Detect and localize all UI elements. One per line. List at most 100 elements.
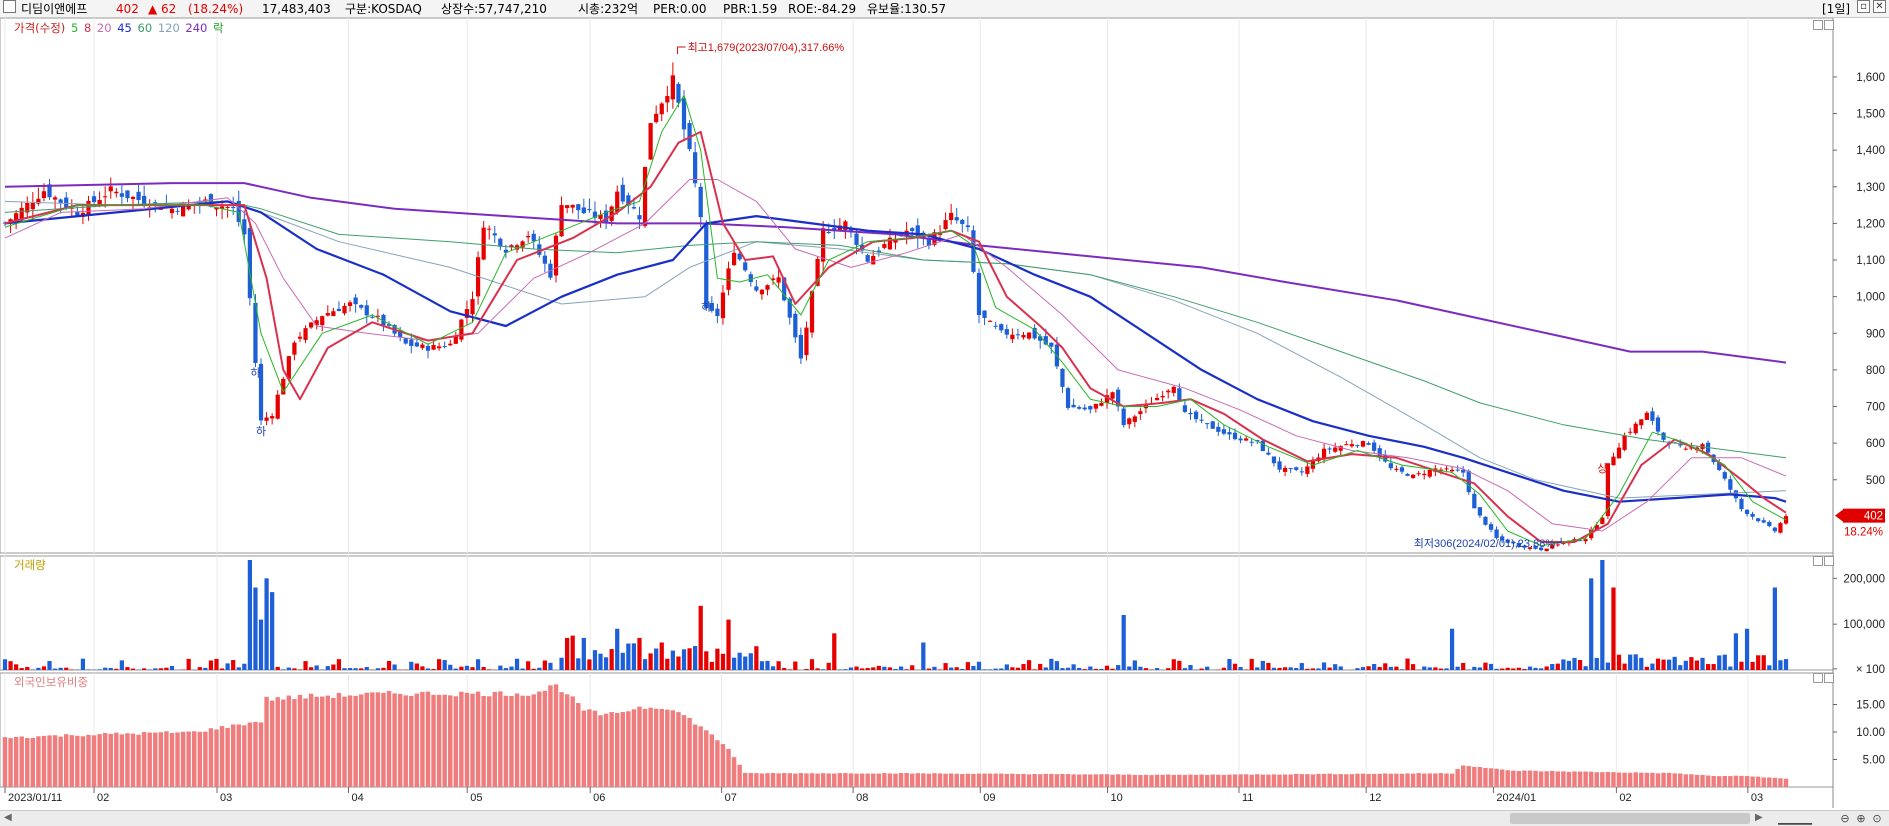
- candle-body: [631, 207, 637, 209]
- volume-bar: [498, 665, 503, 670]
- candle-body: [1633, 423, 1638, 434]
- candle-body: [637, 215, 642, 220]
- price-panel-maximize-button[interactable]: [1813, 20, 1823, 30]
- volume-bar: [854, 666, 859, 670]
- volume-bar: [1561, 659, 1566, 670]
- volume-bar: [459, 666, 464, 670]
- candle-body: [1182, 405, 1188, 412]
- foreign-ownership-bar: [414, 693, 420, 787]
- foreign-ownership-bar: [832, 773, 837, 787]
- scroll-right-icon[interactable]: ▶: [1755, 812, 1763, 823]
- volume-bar: [1054, 661, 1060, 670]
- candle-body: [331, 311, 336, 316]
- foreign-ownership-bar: [876, 773, 882, 787]
- volume-bar: [598, 653, 603, 670]
- candle-body: [1444, 468, 1449, 470]
- foreign-panel-maximize-button[interactable]: [1813, 673, 1823, 683]
- foreign-title: 외국인보유비중: [14, 675, 89, 689]
- candle-body: [414, 342, 419, 347]
- foreign-ownership-bar: [1661, 772, 1666, 787]
- legend-ma20: 20: [96, 21, 112, 35]
- volume-panel-close-button[interactable]: [1824, 556, 1834, 566]
- volume-bar: [1154, 668, 1160, 670]
- foreign-ownership-bar: [1744, 776, 1750, 787]
- candle-body: [1416, 473, 1421, 475]
- foreign-ownership-bar: [1138, 774, 1143, 787]
- foreign-ownership-bar: [1344, 774, 1349, 787]
- stock-name[interactable]: 디딤이앤에프: [21, 2, 88, 16]
- foreign-ownership-bar: [514, 693, 520, 787]
- volume-bar: [1700, 657, 1705, 670]
- candle-body: [743, 262, 748, 271]
- candle-body: [1043, 336, 1048, 345]
- volume-bar: [926, 668, 932, 670]
- foreign-ownership-bar: [214, 729, 219, 787]
- volume-bar: [1132, 660, 1137, 670]
- volume-bar: [208, 660, 214, 670]
- candle-body: [1689, 447, 1694, 449]
- foreign-ownership-bar: [770, 772, 776, 787]
- period-selector[interactable]: [1일]: [1822, 2, 1851, 16]
- foreign-panel-close-button[interactable]: [1824, 673, 1834, 683]
- candle-body: [1333, 447, 1338, 452]
- foreign-ownership-bar: [236, 724, 241, 787]
- foreign-ownership-bar: [8, 738, 13, 787]
- foreign-ownership-bar: [743, 772, 748, 787]
- foreign-ownership-bar: [1143, 774, 1149, 787]
- zoom-out-icon[interactable]: ⊖: [1840, 812, 1850, 825]
- candle-body: [531, 233, 536, 242]
- volume-bar: [715, 648, 720, 670]
- scroll-bar[interactable]: ◀ ▶ ▁▁▁▁ ⊖ ⊕ ⊙: [0, 810, 1889, 826]
- candle-body: [1728, 479, 1733, 490]
- candle-body: [509, 245, 514, 248]
- foreign-ownership-bar: [1616, 772, 1622, 787]
- volume-bar: [1683, 660, 1688, 670]
- candle-body: [893, 238, 898, 243]
- foreign-ownership-bar: [303, 698, 308, 787]
- scroll-thumb[interactable]: [1510, 813, 1750, 824]
- foreign-ownership-bar: [993, 773, 998, 787]
- volume-bar: [576, 658, 581, 670]
- candle-body: [242, 219, 247, 235]
- volume-bar: [693, 646, 698, 670]
- foreign-ownership-bar: [1627, 772, 1633, 787]
- foreign-ownership-bar: [436, 694, 442, 787]
- foreign-ownership-bar: [1416, 773, 1421, 787]
- candle-body: [336, 308, 342, 312]
- foreign-ownership-bar: [1088, 774, 1093, 787]
- volume-bar: [425, 668, 431, 670]
- volume-bar: [1405, 658, 1410, 670]
- foreign-ownership-bar: [653, 708, 659, 787]
- candle-body: [926, 239, 932, 246]
- zoom-in-icon[interactable]: ⊕: [1856, 812, 1866, 825]
- volume-bar: [1711, 664, 1716, 670]
- volume-bar: [509, 666, 514, 670]
- volume-bar: [1116, 665, 1121, 670]
- foreign-ownership-bar: [442, 694, 447, 787]
- candle-body: [1655, 417, 1661, 432]
- scroll-left-icon[interactable]: ◀: [4, 812, 12, 823]
- zoom-slider-icon[interactable]: ▁▁▁▁: [1778, 812, 1812, 825]
- foreign-ownership-bar: [1332, 774, 1338, 787]
- price-panel-close-button[interactable]: [1824, 20, 1834, 30]
- candle-body: [765, 285, 770, 290]
- ma20-line: [4, 179, 1787, 532]
- volume-bar: [503, 668, 509, 670]
- volume-bar: [1455, 666, 1460, 670]
- volume-panel-maximize-button[interactable]: [1813, 556, 1823, 566]
- close-button[interactable]: ✕: [1873, 0, 1886, 13]
- volume-bar: [698, 605, 703, 670]
- window-menu-button[interactable]: [3, 0, 16, 13]
- candle-body: [999, 324, 1004, 331]
- axes: 2023/01/11 02 03 04 05 06 07 08 09 10 11 12 2024/01 0…: [4, 18, 1885, 808]
- foreign-ownership-bar: [125, 733, 130, 787]
- volume-bar: [1410, 664, 1416, 670]
- volume-bar: [1244, 669, 1249, 670]
- volume-bar: [1026, 660, 1032, 670]
- zoom-reset-icon[interactable]: ⊙: [1872, 812, 1882, 825]
- minimize-button[interactable]: ▫: [1857, 0, 1870, 13]
- foreign-ownership-bar: [1527, 770, 1533, 787]
- stock-chart[interactable]: 2023/01/11 02 03 04 05 06 07 08 09 10 11 12 2024/01 0…: [0, 18, 1889, 810]
- candle-body: [1756, 518, 1761, 522]
- candle-body: [1650, 411, 1655, 421]
